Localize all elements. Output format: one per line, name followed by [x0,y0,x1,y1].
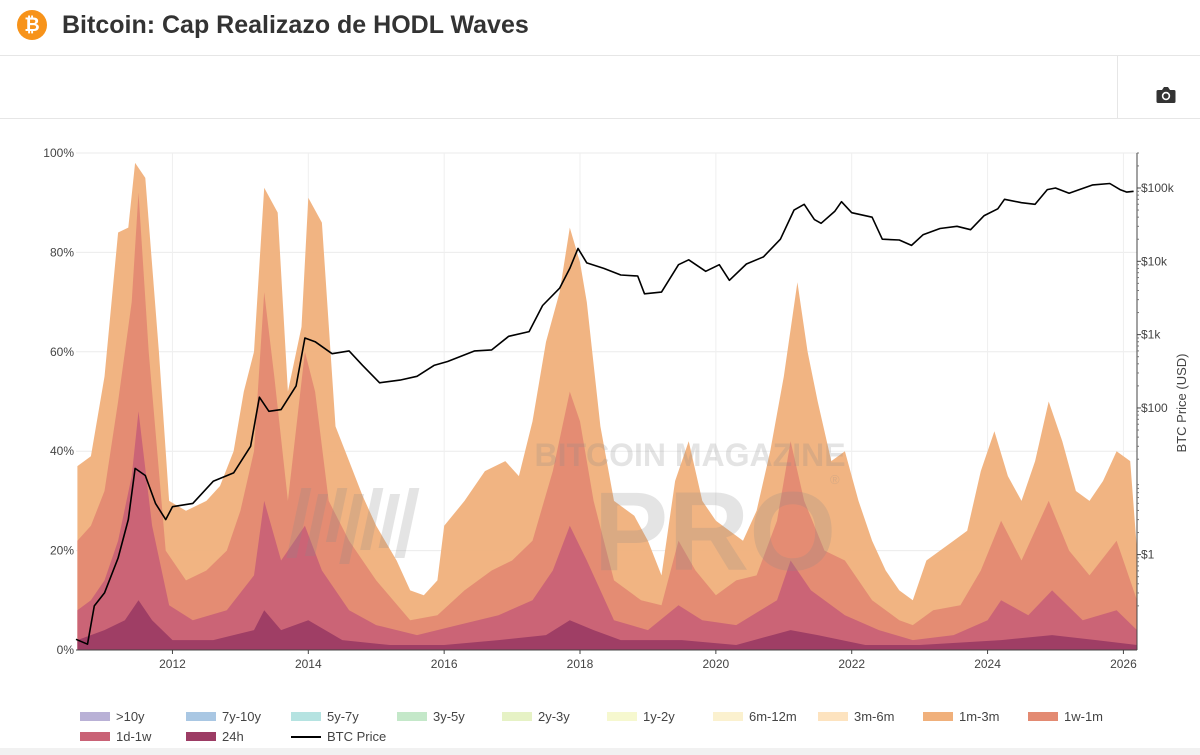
right-axis-title: BTC Price (USD) [1174,354,1189,453]
legend-swatch [291,736,321,738]
legend-label: 1w-1m [1064,709,1104,724]
x-tick-label: 2014 [295,657,322,671]
watermark-logo-bar [304,494,329,556]
legend-label: 5y-7y [327,709,359,724]
watermark-mark: ® [830,472,840,487]
legend-swatch [397,712,427,721]
legend-swatch [923,712,953,721]
legend-swatch [502,712,532,721]
legend-swatch [186,712,216,721]
y-tick-label: 20% [50,544,74,558]
x-tick-label: 2016 [431,657,458,671]
camera-icon[interactable] [1154,84,1178,106]
legend-swatch [80,712,110,721]
legend-swatch [291,712,321,721]
y-tick-label: 80% [50,245,74,259]
y-tick-label: 0% [57,643,75,657]
right-tick-label: $1k [1141,328,1161,342]
page-header: ₿ Bitcoin: Cap Realizazo de HODL Waves [0,0,1200,56]
legend-swatch [80,732,110,741]
legend-label: 3m-6m [854,709,895,724]
area-series-1w-1m[interactable] [77,192,1137,651]
legend-label: 3y-5y [433,709,465,724]
x-tick-label: 2018 [567,657,594,671]
legend-swatch [607,712,637,721]
area-series-24h[interactable] [77,600,1137,650]
watermark-logo-bar [360,488,384,550]
watermark-logo-bar [286,488,312,558]
chart-legend: >10y 7y-10y 5y-7y 3y-5y 2y-3y 1y-2y 6m-12m 3m-6… [0,700,1200,755]
watermark-line2: PRO [594,469,837,594]
legend-swatch [713,712,743,721]
page-footer-strip [0,748,1200,755]
right-tick-label: $1 [1141,548,1155,562]
btc-price-line[interactable] [75,182,1134,645]
x-tick-label: 2020 [703,657,730,671]
legend-label: BTC Price [327,729,387,744]
right-tick-label: $100k [1141,181,1175,195]
legend-label: 1y-2y [643,709,675,724]
legend-swatch [818,712,848,721]
page-title: Bitcoin: Cap Realizazo de HODL Waves [62,11,529,39]
legend-swatch [1028,712,1058,721]
chart-toolbar [0,56,1200,119]
x-tick-label: 2026 [1110,657,1137,671]
legend-label: 2y-3y [538,709,570,724]
x-tick-label: 2012 [159,657,186,671]
right-tick-label: $100 [1141,401,1168,415]
watermark-logo-bar [339,494,365,564]
legend-label: >10y [116,709,145,724]
watermark-logo-bar [378,494,401,548]
y-tick-label: 60% [50,345,74,359]
legend-label: 6m-12m [749,709,797,724]
legend-label: 1m-3m [959,709,1000,724]
x-tick-label: 2024 [974,657,1001,671]
legend-label: 24h [222,729,244,744]
legend-label: 7y-10y [222,709,262,724]
toolbar-divider [1117,56,1118,118]
watermark-logo-bar [325,488,348,542]
legend-swatch [186,732,216,741]
y-tick-label: 40% [50,444,74,458]
y-tick-label: 100% [43,146,74,160]
watermark-logo-bar [394,488,420,558]
right-tick-label: $10k [1141,254,1168,268]
x-tick-label: 2022 [838,657,865,671]
area-series-1d-1w[interactable] [77,411,1137,650]
watermark-line1: BITCOIN MAGAZINE [534,437,845,473]
legend-label: 1d-1w [116,729,152,744]
bitcoin-logo-icon: ₿ [17,10,47,40]
